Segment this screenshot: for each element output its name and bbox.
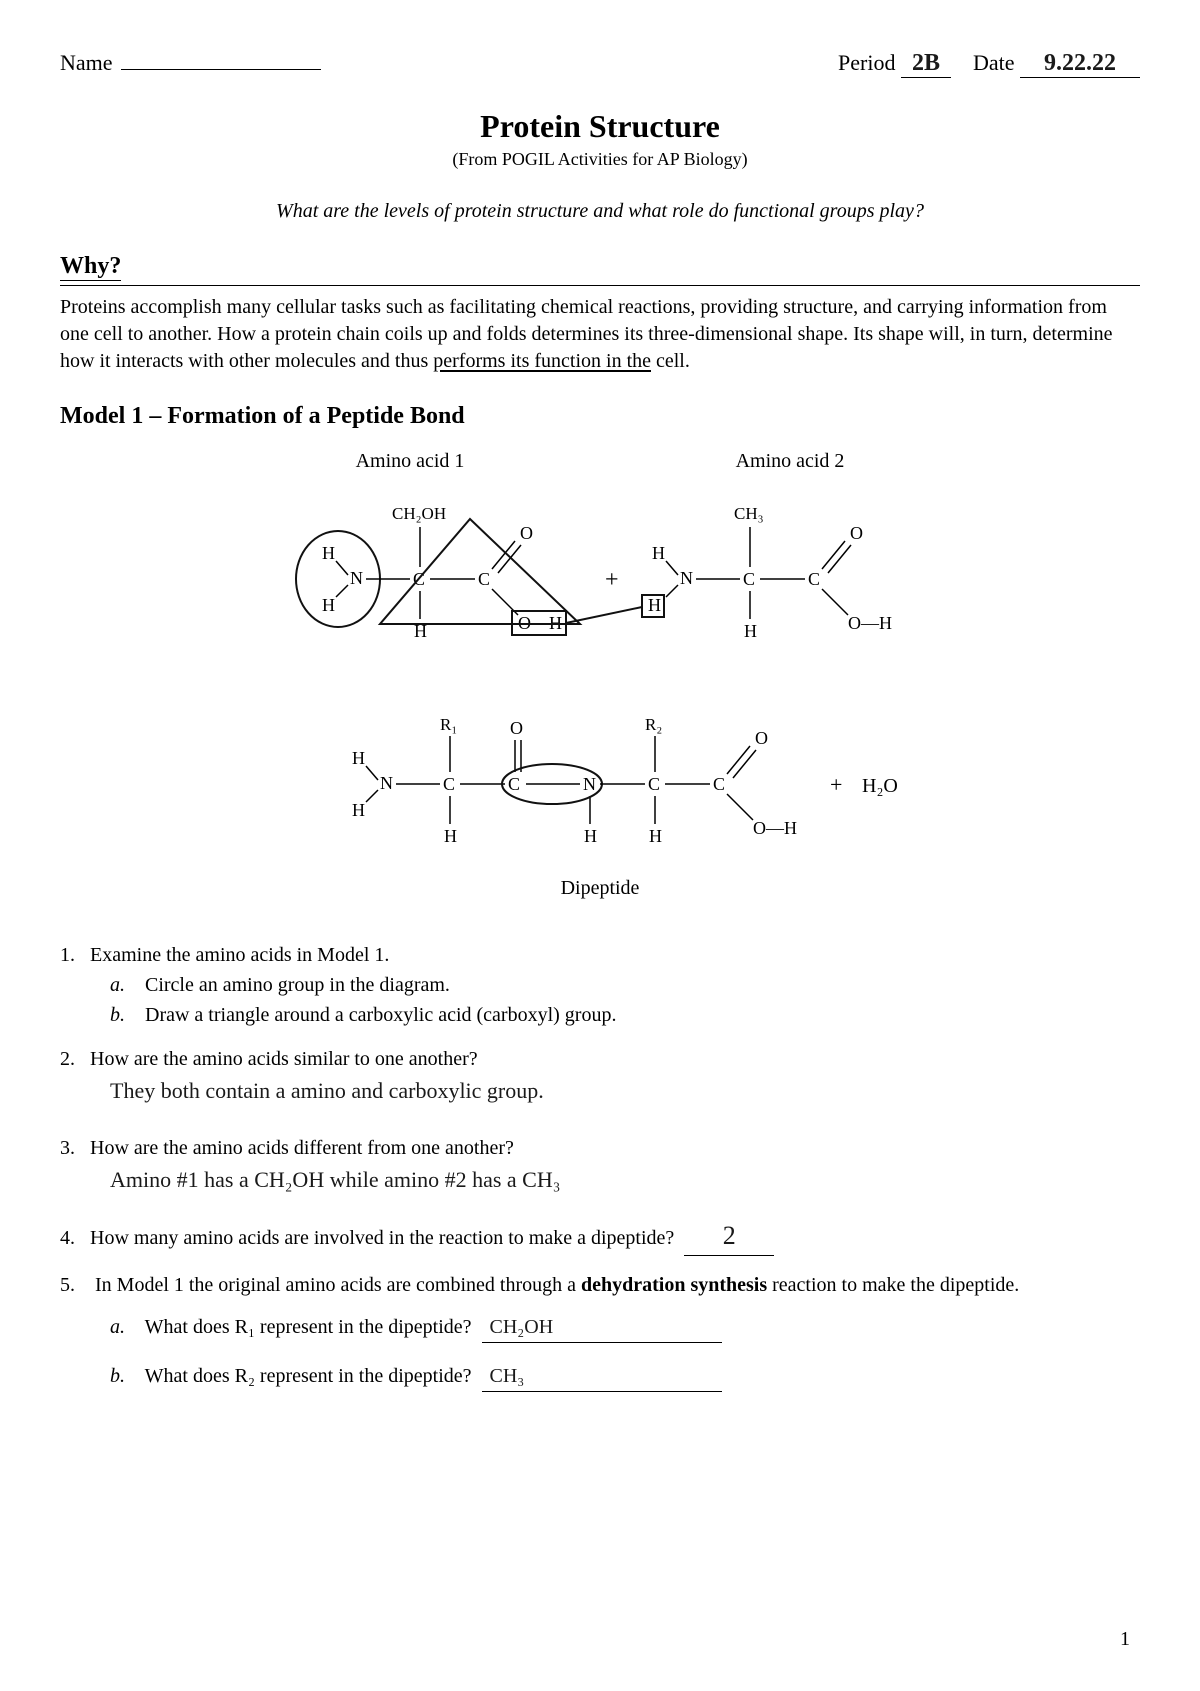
q5a-text: What does R₁ represent in the dipeptide? xyxy=(145,1316,472,1338)
period-value[interactable]: 2B xyxy=(901,50,951,78)
q1-text: Examine the amino acids in Model 1. xyxy=(90,944,389,966)
svg-text:C: C xyxy=(443,774,455,794)
svg-text:H: H xyxy=(648,595,661,615)
question-3: 3.How are the amino acids different from… xyxy=(60,1133,1140,1196)
r2-top-text: CH₃ xyxy=(734,504,764,523)
svg-text:N: N xyxy=(380,773,393,793)
date-label: Date xyxy=(973,50,1015,75)
svg-text:O: O xyxy=(510,718,523,738)
q2-text: How are the amino acids similar to one a… xyxy=(90,1048,478,1070)
svg-text:+: + xyxy=(830,772,842,797)
q4-text: How many amino acids are involved in the… xyxy=(90,1227,674,1249)
svg-text:N: N xyxy=(680,568,693,588)
question-4: 4.How many amino acids are involved in t… xyxy=(60,1216,1140,1256)
date-value[interactable]: 9.22.22 xyxy=(1020,50,1140,78)
q4-answer[interactable]: 2 xyxy=(684,1216,774,1256)
svg-text:R₂: R₂ xyxy=(645,715,662,734)
svg-text:H: H xyxy=(322,543,335,563)
essential-question: What are the levels of protein structure… xyxy=(60,200,1140,223)
peptide-diagram: Amino acid 1 Amino acid 2 N H H C H xyxy=(220,450,980,900)
svg-text:H: H xyxy=(352,800,365,820)
page-title: Protein Structure xyxy=(60,108,1140,145)
why-divider xyxy=(60,285,1140,286)
svg-text:H: H xyxy=(322,595,335,615)
svg-text:H: H xyxy=(744,621,757,641)
name-blank[interactable] xyxy=(121,69,321,70)
why-body-underlined: performs its function in the xyxy=(433,350,651,372)
model-1-heading: Model 1 – Formation of a Peptide Bond xyxy=(60,403,1140,430)
q1b-letter: b. xyxy=(110,1000,140,1030)
svg-text:O—H: O—H xyxy=(753,818,797,838)
svg-text:C: C xyxy=(743,569,755,589)
why-body-post: cell. xyxy=(651,350,690,372)
svg-text:H: H xyxy=(444,826,457,846)
q2-answer: They both contain a amino and carboxylic… xyxy=(110,1074,1140,1107)
q1b-text: Draw a triangle around a carboxylic acid… xyxy=(145,1004,616,1026)
svg-text:C: C xyxy=(648,774,660,794)
reactants-svg: N H H C H CH₂OH C xyxy=(220,479,980,674)
svg-text:O: O xyxy=(755,728,768,748)
q5-post: reaction to make the dipeptide. xyxy=(767,1274,1019,1296)
svg-text:H: H xyxy=(649,826,662,846)
question-1: 1.Examine the amino acids in Model 1. a.… xyxy=(60,940,1140,1030)
plus-sign: + xyxy=(605,567,619,593)
q3-text: How are the amino acids different from o… xyxy=(90,1137,514,1159)
r1-top-text: CH₂OH xyxy=(392,504,446,523)
q5-bold: dehydration synthesis xyxy=(581,1274,767,1296)
svg-text:C: C xyxy=(478,569,490,589)
q5b-text: What does R₂ represent in the dipeptide? xyxy=(145,1365,472,1387)
why-section: Why? Proteins accomplish many cellular t… xyxy=(60,253,1140,375)
svg-text:H: H xyxy=(652,543,665,563)
svg-text:C: C xyxy=(808,569,820,589)
amino-acid-2-label: Amino acid 2 xyxy=(736,450,845,473)
q5b-answer[interactable]: CH₃ xyxy=(482,1361,722,1392)
dipeptide-label: Dipeptide xyxy=(220,877,980,900)
q1a-text: Circle an amino group in the diagram. xyxy=(145,974,450,996)
q5-pre: In Model 1 the original amino acids are … xyxy=(95,1274,581,1296)
svg-text:O—H: O—H xyxy=(848,613,892,633)
question-5: 5. In Model 1 the original amino acids a… xyxy=(60,1270,1140,1392)
svg-text:O: O xyxy=(520,523,533,543)
why-heading: Why? xyxy=(60,253,121,281)
svg-text:C: C xyxy=(713,774,725,794)
svg-text:N: N xyxy=(350,568,363,588)
period-label: Period xyxy=(838,50,895,75)
questions: 1.Examine the amino acids in Model 1. a.… xyxy=(60,940,1140,1392)
svg-text:C: C xyxy=(508,774,520,794)
q5a-answer[interactable]: CH₂OH xyxy=(482,1312,722,1343)
name-label: Name xyxy=(60,50,113,76)
period-date-area: Period 2B Date 9.22.22 xyxy=(838,50,1140,78)
svg-text:O: O xyxy=(850,523,863,543)
svg-text:H: H xyxy=(352,748,365,768)
water-text: H₂O xyxy=(862,775,898,797)
page-subtitle: (From POGIL Activities for AP Biology) xyxy=(60,149,1140,170)
amino-acid-1-label: Amino acid 1 xyxy=(356,450,465,473)
q3-answer: Amino #1 has a CH₂OH while amino #2 has … xyxy=(110,1163,1140,1196)
product-svg: N H H C H R₁ C O N xyxy=(220,694,980,869)
svg-text:R₁: R₁ xyxy=(440,715,457,734)
page-number: 1 xyxy=(1120,1628,1130,1651)
why-body: Proteins accomplish many cellular tasks … xyxy=(60,294,1140,375)
q1a-letter: a. xyxy=(110,970,140,1000)
svg-text:N: N xyxy=(583,774,596,794)
header-row: Name Period 2B Date 9.22.22 xyxy=(60,50,1140,78)
q5a-letter: a. xyxy=(110,1312,140,1342)
q5b-letter: b. xyxy=(110,1361,140,1391)
svg-text:H: H xyxy=(584,826,597,846)
question-2: 2.How are the amino acids similar to one… xyxy=(60,1044,1140,1107)
